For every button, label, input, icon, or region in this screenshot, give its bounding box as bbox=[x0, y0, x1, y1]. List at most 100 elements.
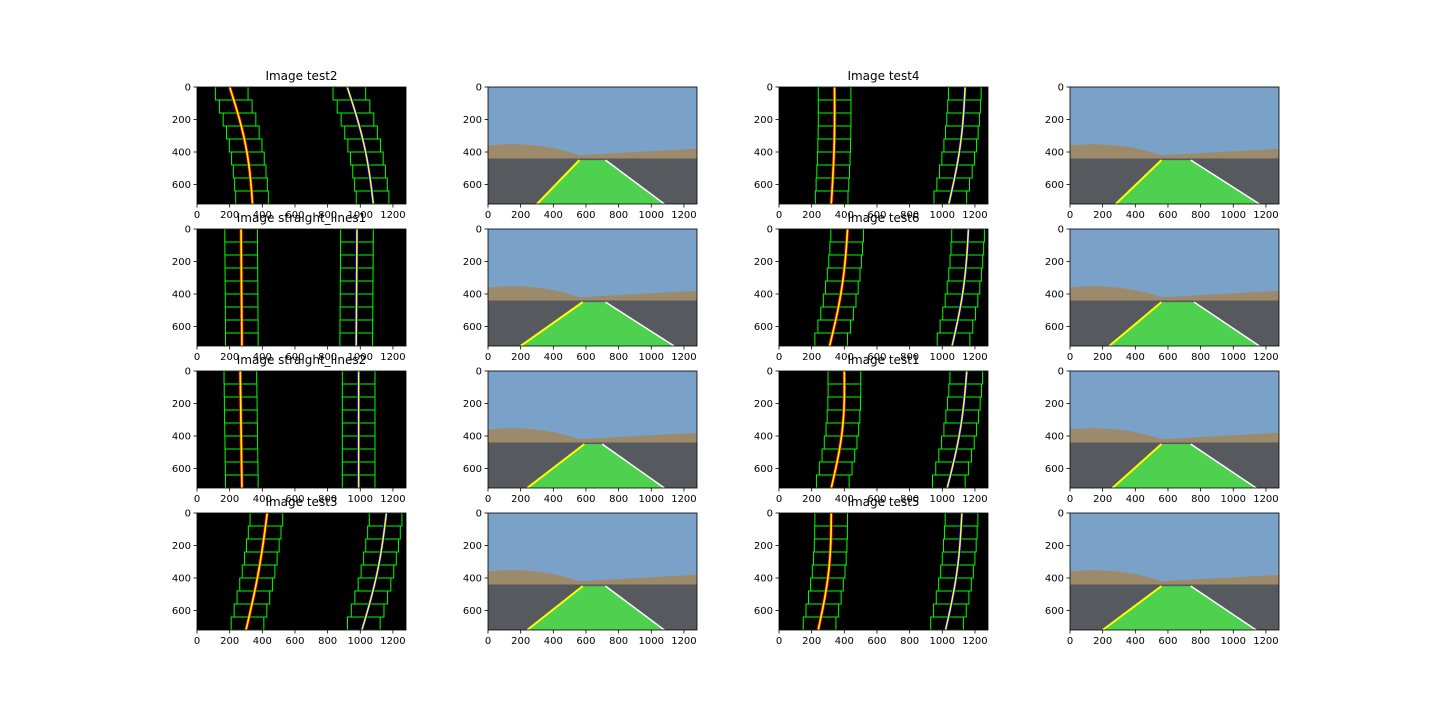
x-tick-label: 800 bbox=[1191, 210, 1210, 221]
x-tick-label: 200 bbox=[1093, 352, 1112, 363]
x-tick-label: 800 bbox=[1191, 636, 1210, 647]
y-tick-label: 0 bbox=[1058, 83, 1064, 94]
right-lane-marking bbox=[1190, 159, 1260, 204]
y-tick-label: 400 bbox=[463, 432, 482, 443]
x-tick-label: 400 bbox=[835, 210, 854, 221]
x-tick-label: 400 bbox=[1126, 352, 1145, 363]
x-tick-label: 800 bbox=[900, 210, 919, 221]
y-tick-label: 600 bbox=[172, 464, 191, 475]
plot-area bbox=[197, 371, 406, 488]
x-tick-label: 1200 bbox=[962, 210, 987, 221]
x-tick-label: 0 bbox=[1067, 210, 1073, 221]
subplot-title: Image test4 bbox=[847, 69, 919, 83]
y-tick-label: 200 bbox=[1045, 541, 1064, 552]
x-tick-label: 400 bbox=[835, 636, 854, 647]
subplot-title: Image test6 bbox=[847, 211, 919, 225]
x-tick-label: 1200 bbox=[962, 494, 987, 505]
x-tick-label: 0 bbox=[485, 636, 491, 647]
x-tick-label: 400 bbox=[544, 352, 563, 363]
y-tick-label: 400 bbox=[754, 290, 773, 301]
axes-frame bbox=[487, 370, 698, 489]
y-tick-label: 200 bbox=[463, 399, 482, 410]
plot-area bbox=[197, 87, 406, 204]
x-tick-label: 1000 bbox=[639, 210, 664, 221]
x-tick-label: 1000 bbox=[348, 636, 373, 647]
right-lane-marking bbox=[605, 301, 675, 346]
x-tick-label: 1200 bbox=[1253, 210, 1278, 221]
x-tick-label: 0 bbox=[1067, 352, 1073, 363]
binary-background bbox=[779, 87, 988, 204]
y-tick-label: 200 bbox=[754, 257, 773, 268]
subplot-8: 0 200 400 600 800 1000 1200 0 200 400 600 bbox=[1045, 225, 1280, 363]
axes-frame bbox=[778, 86, 989, 205]
x-tick-label: 200 bbox=[220, 210, 239, 221]
x-tick-label: 0 bbox=[485, 352, 491, 363]
y-tick-label: 400 bbox=[1045, 432, 1064, 443]
x-tick-label: 400 bbox=[544, 636, 563, 647]
x-tick-label: 200 bbox=[802, 494, 821, 505]
x-tick-label: 1000 bbox=[348, 352, 373, 363]
left-lane-marking bbox=[1115, 159, 1163, 204]
x-tick-label: 600 bbox=[1158, 494, 1177, 505]
right-lane-marking bbox=[601, 443, 665, 488]
left-lane-marking bbox=[1111, 443, 1163, 488]
x-tick-label: 600 bbox=[867, 210, 886, 221]
y-tick-label: 200 bbox=[754, 115, 773, 126]
x-tick-label: 800 bbox=[609, 636, 628, 647]
plot-area bbox=[1070, 229, 1279, 346]
right-fit-line bbox=[951, 229, 970, 346]
axes-frame bbox=[1069, 370, 1280, 489]
y-tick-label: 400 bbox=[754, 432, 773, 443]
right-lane-marking bbox=[1193, 301, 1260, 346]
y-tick-label: 200 bbox=[463, 115, 482, 126]
y-tick-label: 400 bbox=[172, 290, 191, 301]
axes-frame bbox=[196, 86, 407, 205]
y-tick-label: 200 bbox=[172, 541, 191, 552]
x-tick-label: 1000 bbox=[348, 494, 373, 505]
x-tick-label: 1000 bbox=[930, 352, 955, 363]
subplot-16: 0 200 400 600 800 1000 1200 0 200 400 600 bbox=[1045, 509, 1280, 647]
y-tick-label: 600 bbox=[754, 322, 773, 333]
x-tick-label: 0 bbox=[776, 636, 782, 647]
left-fit-line bbox=[830, 87, 836, 204]
x-tick-label: 1000 bbox=[1221, 352, 1246, 363]
y-tick-label: 0 bbox=[476, 83, 482, 94]
y-tick-label: 0 bbox=[1058, 509, 1064, 520]
right-fit-line bbox=[346, 87, 375, 204]
left-fit-line bbox=[828, 229, 849, 346]
x-tick-label: 600 bbox=[576, 636, 595, 647]
x-tick-label: 1200 bbox=[671, 636, 696, 647]
x-tick-label: 400 bbox=[253, 636, 272, 647]
y-tick-label: 200 bbox=[172, 257, 191, 268]
y-tick-label: 200 bbox=[172, 399, 191, 410]
axes-frame bbox=[196, 228, 407, 347]
y-tick-label: 600 bbox=[1045, 322, 1064, 333]
x-tick-label: 1200 bbox=[962, 352, 987, 363]
y-tick-label: 0 bbox=[767, 225, 773, 236]
y-tick-label: 0 bbox=[476, 509, 482, 520]
left-fit-line bbox=[240, 229, 243, 346]
y-tick-label: 400 bbox=[754, 148, 773, 159]
x-tick-label: 0 bbox=[776, 494, 782, 505]
lane-overlay bbox=[527, 444, 665, 488]
x-tick-label: 400 bbox=[544, 494, 563, 505]
y-tick-label: 200 bbox=[1045, 399, 1064, 410]
x-tick-label: 0 bbox=[776, 210, 782, 221]
x-tick-label: 0 bbox=[776, 352, 782, 363]
y-tick-label: 0 bbox=[185, 367, 191, 378]
x-tick-label: 200 bbox=[511, 494, 530, 505]
axes-frame bbox=[487, 86, 698, 205]
x-tick-label: 0 bbox=[194, 352, 200, 363]
y-tick-label: 600 bbox=[463, 464, 482, 475]
plot-area bbox=[197, 229, 406, 346]
x-tick-label: 800 bbox=[900, 352, 919, 363]
right-fit-line bbox=[355, 229, 358, 346]
y-tick-label: 600 bbox=[1045, 606, 1064, 617]
x-tick-label: 1000 bbox=[930, 494, 955, 505]
lane-overlay bbox=[1115, 160, 1260, 204]
x-tick-label: 0 bbox=[194, 636, 200, 647]
x-tick-label: 1200 bbox=[671, 352, 696, 363]
